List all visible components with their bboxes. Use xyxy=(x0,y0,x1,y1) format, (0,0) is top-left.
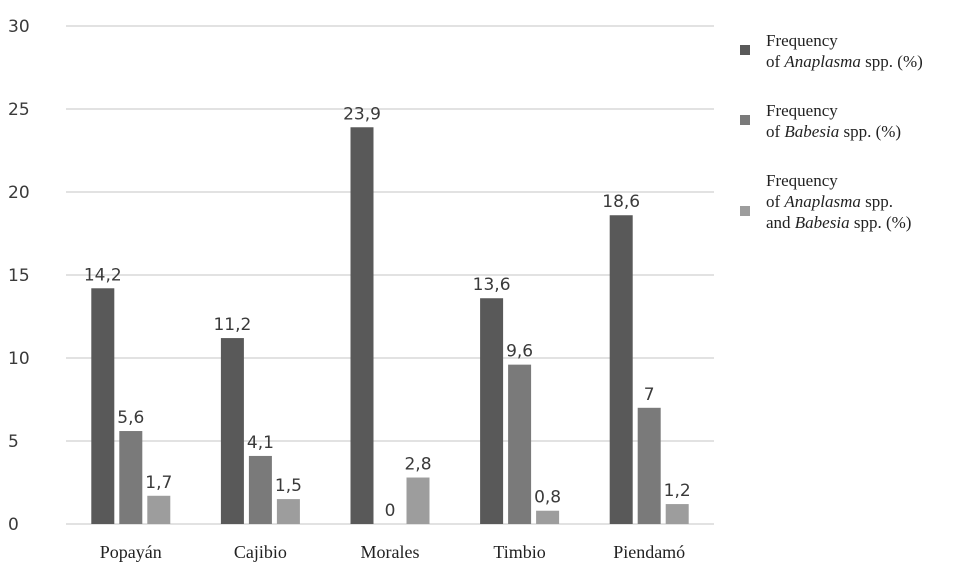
legend-item-coinfection: Frequency of Anaplasma spp. and Babesia … xyxy=(740,170,960,233)
bar xyxy=(508,364,532,524)
x-category-label: Piendamó xyxy=(613,542,685,562)
data-label: 4,1 xyxy=(247,433,274,453)
bar xyxy=(248,455,272,524)
data-label: 0,8 xyxy=(534,488,561,508)
x-category-label: Morales xyxy=(361,542,420,562)
legend-label-line1: Frequency xyxy=(766,31,838,50)
legend-item-babesia: Frequency of Babesia spp. (%) xyxy=(740,100,960,142)
legend-swatch-coinfection xyxy=(740,206,750,216)
x-category-label: Popayán xyxy=(100,542,162,562)
legend-swatch-anaplasma xyxy=(740,45,750,55)
y-tick-label: 10 xyxy=(8,349,30,369)
data-label: 13,6 xyxy=(473,275,511,295)
legend-label-line2: of Anaplasma spp. xyxy=(766,192,894,211)
y-tick-label: 25 xyxy=(8,100,30,120)
legend-label-line1: Frequency xyxy=(766,101,838,120)
y-tick-label: 30 xyxy=(8,17,30,37)
bar xyxy=(480,298,504,524)
data-label: 9,6 xyxy=(506,342,533,362)
bar xyxy=(147,495,171,524)
bar xyxy=(91,288,115,524)
data-label: 2,8 xyxy=(404,455,431,475)
bar xyxy=(406,477,430,524)
data-label: 5,6 xyxy=(117,408,144,428)
bar xyxy=(637,407,661,524)
bar xyxy=(665,504,689,524)
bar xyxy=(609,215,633,525)
y-tick-label: 5 xyxy=(8,432,19,452)
data-label: 11,2 xyxy=(213,315,251,335)
data-label: 18,6 xyxy=(602,192,640,212)
data-label: 1,2 xyxy=(664,481,691,501)
legend-label-line2: of Babesia spp. (%) xyxy=(766,122,902,141)
y-tick-label: 0 xyxy=(8,515,19,535)
legend-label-line1: Frequency xyxy=(766,171,838,190)
bar xyxy=(119,431,143,524)
data-label: 23,9 xyxy=(343,104,381,124)
y-tick-label: 20 xyxy=(8,183,30,203)
legend-swatch-babesia xyxy=(740,115,750,125)
legend-label-line2: of Anaplasma spp. (%) xyxy=(766,52,923,71)
x-category-label: Cajibio xyxy=(234,542,287,562)
data-label: 14,2 xyxy=(84,265,122,285)
bar xyxy=(350,127,374,524)
legend-item-anaplasma: Frequency of Anaplasma spp. (%) xyxy=(740,30,960,72)
bar xyxy=(220,338,244,524)
x-category-label: Timbio xyxy=(493,542,545,562)
data-label: 1,7 xyxy=(145,473,172,493)
legend-label-line3: and Babesia spp. (%) xyxy=(766,213,912,232)
data-label: 7 xyxy=(644,385,655,405)
y-tick-label: 15 xyxy=(8,266,30,286)
data-label: 0 xyxy=(385,501,396,521)
bar xyxy=(276,499,300,524)
bar xyxy=(536,510,560,524)
legend: Frequency of Anaplasma spp. (%) Frequenc… xyxy=(740,30,960,261)
data-label: 1,5 xyxy=(275,476,302,496)
